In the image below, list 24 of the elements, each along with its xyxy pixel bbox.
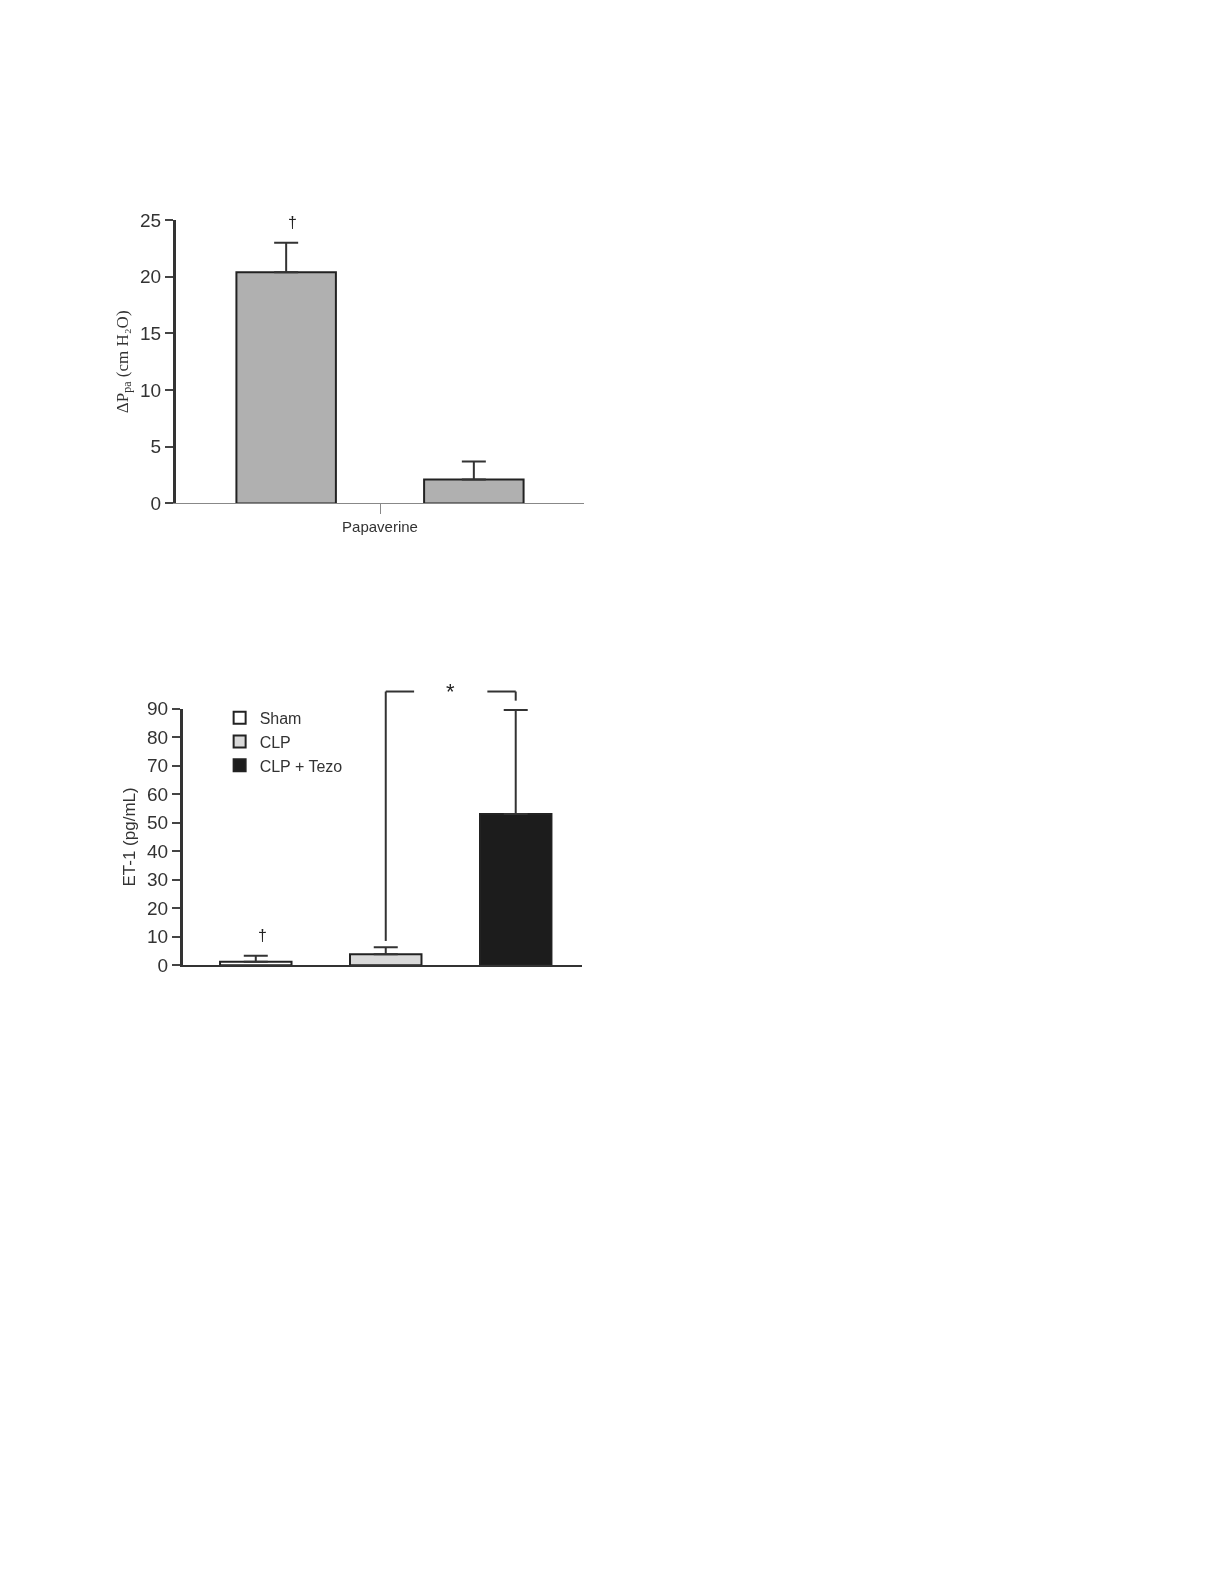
y-tick-label: 70 <box>147 755 169 777</box>
y-tick-label: 50 <box>147 812 169 834</box>
legend-label: CLP + Tezo <box>259 757 343 775</box>
y-tick-label: 10 <box>147 926 169 948</box>
y-tick-label: 15 <box>140 323 162 345</box>
y-tick-label: 20 <box>140 266 162 288</box>
legend-label: CLP <box>259 733 291 751</box>
annotation: † <box>258 927 267 944</box>
legend-label: Sham <box>259 709 302 727</box>
x-tick-label: Papaverine <box>342 518 418 536</box>
y-tick-label: 90 <box>147 698 169 720</box>
text: * <box>446 679 455 704</box>
y-axis-title: ET-1 (pg/mL) <box>119 787 139 887</box>
y-tick-label: 60 <box>147 783 169 805</box>
y-tick-label: 20 <box>147 897 169 919</box>
y-tick-label: 30 <box>147 869 169 891</box>
annotation: † <box>288 214 297 231</box>
y-tick-label: 0 <box>157 954 169 976</box>
y-tick-label: 5 <box>150 436 162 458</box>
y-tick-label: 10 <box>140 379 162 401</box>
y-tick-label: 80 <box>147 726 169 748</box>
y-tick-label: 25 <box>140 209 162 231</box>
y-tick-label: 0 <box>150 493 162 515</box>
y-tick-label: 40 <box>147 840 169 862</box>
